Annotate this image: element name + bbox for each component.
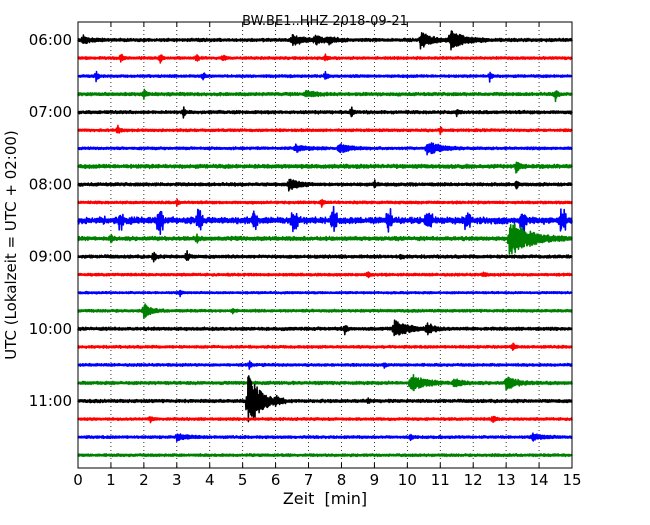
seismic-trace-0645 — [77, 88, 573, 103]
x-tick-label: 13 — [497, 471, 516, 489]
seismic-trace-0600 — [77, 30, 573, 51]
seismic-trace-0900 — [77, 250, 573, 263]
seismic-trace-0745 — [77, 161, 573, 174]
seismic-trace-0945 — [77, 303, 573, 320]
seismic-trace-1145 — [77, 452, 573, 458]
plot-frame — [77, 21, 573, 469]
x-tick-label: 3 — [172, 471, 182, 489]
seismic-trace-1015 — [77, 342, 573, 352]
x-tick-label: 4 — [205, 471, 215, 489]
y-axis: 06:00 07:00 08:00 09:00 10:00 11:00 — [29, 31, 572, 410]
seismic-trace-1000 — [77, 319, 573, 337]
seismic-trace-0715 — [77, 124, 573, 136]
x-tick-label: 10 — [398, 471, 417, 489]
x-tick-label: 6 — [271, 471, 281, 489]
seismic-trace-0830 — [77, 205, 573, 235]
x-tick-label: 11 — [431, 471, 450, 489]
x-axis: 0 1 2 3 4 5 6 7 8 9 10 11 12 13 14 15 — [73, 22, 582, 489]
x-tick-label: 0 — [73, 471, 83, 489]
y-tick-label: 07:00 — [29, 103, 72, 121]
y-axis-label: UTC (Lokalzeit = UTC + 02:00) — [2, 130, 20, 360]
y-tick-label: 09:00 — [29, 248, 72, 266]
seismic-trace-0615 — [77, 53, 573, 64]
seismic-trace-0930 — [77, 289, 573, 298]
x-tick-label: 8 — [337, 471, 347, 489]
y-tick-label: 08:00 — [29, 175, 72, 193]
seismic-trace-0630 — [77, 70, 573, 83]
x-tick-label: 2 — [139, 471, 149, 489]
x-tick-label: 5 — [238, 471, 248, 489]
y-tick-label: 10:00 — [29, 320, 72, 338]
traces — [77, 30, 573, 458]
seismic-trace-0800 — [77, 178, 573, 192]
x-tick-label: 14 — [530, 471, 549, 489]
seismic-trace-1100 — [77, 375, 573, 423]
seismic-trace-0730 — [77, 142, 573, 156]
seismic-trace-0915 — [77, 271, 573, 279]
seismic-trace-1045 — [77, 373, 573, 392]
seismic-trace-0845 — [77, 223, 573, 255]
seismic-trace-0815 — [77, 198, 573, 208]
x-tick-label: 9 — [370, 471, 380, 489]
x-tick-label: 1 — [106, 471, 116, 489]
x-tick-label: 7 — [304, 471, 314, 489]
x-tick-label: 15 — [562, 471, 581, 489]
x-tick-label: 12 — [464, 471, 483, 489]
y-tick-label: 06:00 — [29, 31, 72, 49]
seismic-trace-1130 — [77, 432, 573, 443]
x-axis-label: Zeit [min] — [283, 489, 367, 508]
seismic-trace-0700 — [77, 106, 573, 119]
seismic-trace-1030 — [77, 360, 573, 370]
seismic-trace-1115 — [77, 415, 573, 424]
y-tick-label: 11:00 — [29, 392, 72, 410]
